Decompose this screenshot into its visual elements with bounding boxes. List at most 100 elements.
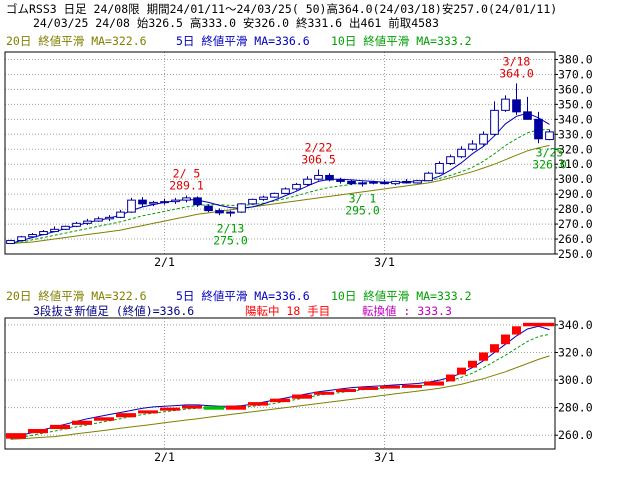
candle-body	[358, 182, 367, 185]
candle-body	[248, 198, 257, 205]
header-title: ゴムRSS3 日足 24/08限 期間24/01/11～24/03/25( 50…	[6, 2, 557, 16]
annotation-date: 3/ 1	[349, 192, 377, 206]
kagi-ma20-line	[10, 355, 550, 440]
candle-body	[534, 118, 543, 140]
y-tick-label: 260.0	[558, 428, 593, 442]
annotation-date: 3/25	[536, 145, 564, 159]
candle-body	[292, 183, 301, 190]
x-tick-label: 3/1	[374, 255, 395, 269]
kagi-brick	[94, 417, 114, 421]
kagi-brick	[424, 381, 444, 386]
candle-body	[72, 222, 81, 227]
header-ohlc: 24/03/25 24/08 始326.5 高333.0 安326.0 終331…	[33, 16, 439, 30]
kagi-brick	[358, 386, 378, 390]
annotation-value: 295.0	[345, 204, 380, 218]
candle-body	[61, 225, 70, 230]
candle-body	[226, 211, 235, 214]
panel2-frame	[4, 317, 556, 450]
candle-body	[138, 199, 147, 205]
annotation-value: 289.1	[169, 178, 204, 192]
candle-body	[259, 196, 268, 200]
y-tick-label: 280.0	[558, 401, 593, 415]
y-tick-label: 300.0	[558, 373, 593, 387]
legend2-ma5: 5日 終値平滑 MA=336.6	[176, 289, 310, 303]
y-tick-label: 280.0	[558, 202, 593, 216]
candle-body	[391, 180, 400, 185]
candle-body	[28, 234, 37, 238]
legend-ma5: 5日 終値平滑 MA=336.6	[176, 34, 310, 48]
y-tick-label: 350.0	[558, 97, 593, 111]
kagi-brick	[490, 344, 499, 353]
candle-body	[215, 210, 224, 214]
kagi-brick	[446, 374, 455, 382]
candle-body	[17, 236, 26, 242]
ma20-line	[10, 144, 550, 244]
candle-body	[171, 199, 180, 203]
panel2-legend: 20日 終値平滑 MA=322.6 5日 終値平滑 MA=336.6 10日 終…	[6, 289, 472, 318]
legend-ma20: 20日 終値平滑 MA=322.6	[6, 34, 147, 48]
candle-body	[39, 231, 48, 236]
candle-body	[160, 201, 169, 204]
legend2-ma10: 10日 終値平滑 MA=333.2	[331, 289, 472, 303]
annotation-date: 2/13	[217, 222, 245, 236]
y-tick-label: 260.0	[558, 232, 593, 246]
kagi-brick	[160, 407, 180, 411]
candle-body	[402, 180, 411, 184]
kagi-brick	[182, 405, 202, 409]
kagi-brick	[479, 352, 488, 361]
panel1-frame	[4, 51, 556, 255]
candle-body	[369, 181, 378, 184]
y-tick-label: 270.0	[558, 217, 593, 231]
candle-body	[270, 192, 279, 198]
kagi-brick	[380, 385, 400, 389]
y-tick-label: 290.0	[558, 187, 593, 201]
candle-body	[193, 197, 202, 206]
annotation-value: 364.0	[499, 66, 534, 80]
candle-body	[347, 180, 356, 185]
y-tick-label: 300.0	[558, 172, 593, 186]
y-tick-label: 320.0	[558, 142, 593, 156]
candlestick-panel: 250.0260.0270.0280.0290.0300.0310.0320.0…	[4, 51, 593, 269]
annotation-date: 2/ 5	[173, 166, 201, 180]
candle-body	[50, 228, 59, 233]
candle-body	[457, 148, 466, 158]
kagi-brick	[468, 360, 477, 368]
kagi-brick	[248, 402, 268, 406]
candle-body	[490, 109, 499, 135]
candle-body	[83, 220, 92, 224]
candle-body	[116, 211, 125, 218]
candle-body	[435, 162, 444, 174]
kagi-brick	[402, 384, 422, 388]
kagi-brick	[6, 433, 26, 439]
kagi-brick	[116, 413, 136, 418]
candle-body	[545, 131, 554, 141]
candle-body	[6, 240, 15, 245]
candle-body	[94, 218, 103, 222]
kagi-status: 陽転中 18 手目	[245, 304, 330, 318]
y-tick-label: 370.0	[558, 67, 593, 81]
y-tick-label: 250.0	[558, 247, 593, 261]
kagi-panel: 260.0 280.0 300.0 320.0 340.0 2/1 3/1	[4, 317, 593, 464]
candle-body	[281, 188, 290, 194]
candle-body	[468, 143, 477, 150]
kagi-brick	[336, 389, 356, 393]
kagi-brick	[523, 322, 554, 327]
annotation-value: 326.0	[532, 157, 567, 171]
kagi-brick	[50, 424, 70, 430]
y-tick-label: 340.0	[558, 318, 593, 332]
y-tick-label: 320.0	[558, 345, 593, 359]
kagi-brick	[226, 405, 246, 410]
kagi-brick	[270, 398, 290, 403]
candle-body	[413, 180, 422, 184]
candle-body	[204, 205, 213, 212]
annotation-value: 306.5	[301, 152, 336, 166]
candle-body	[325, 174, 334, 181]
candle-body	[336, 179, 345, 182]
annotation-date: 3/18	[503, 54, 531, 68]
x-tick-label: 2/1	[154, 255, 175, 269]
kagi-reversal: 転換値 : 333.3	[362, 304, 452, 318]
x-tick-label: 2/1	[154, 450, 175, 464]
annotation-date: 2/22	[305, 140, 333, 154]
legend-ma10: 10日 終値平滑 MA=333.2	[331, 34, 472, 48]
